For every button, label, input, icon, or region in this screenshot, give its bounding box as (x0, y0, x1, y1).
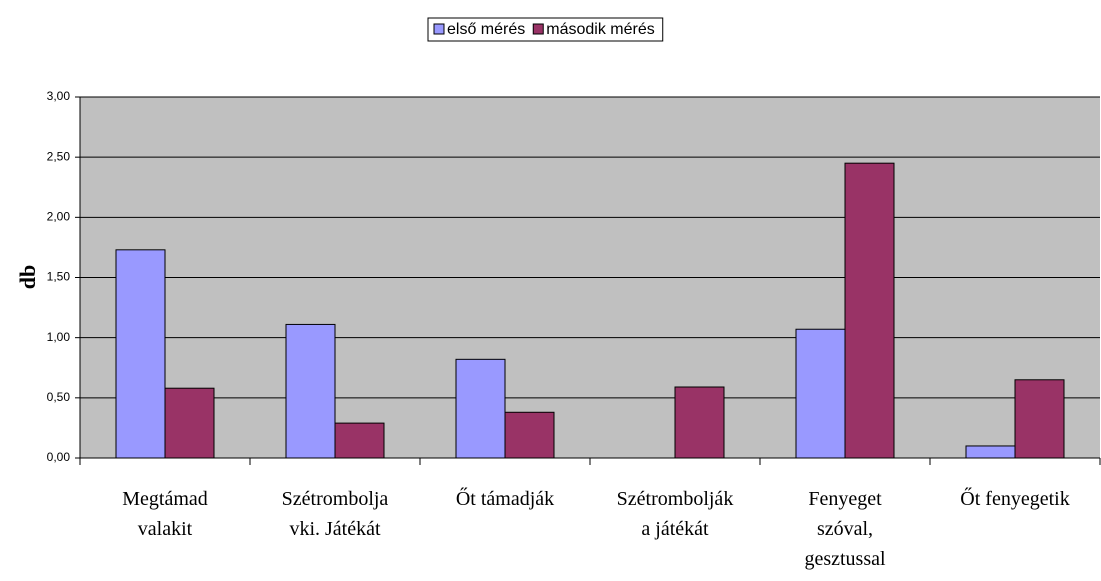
bar (164, 387, 215, 459)
legend-swatch (433, 23, 445, 35)
x-tick-label: Szétrombolják a játékát (616, 488, 734, 540)
bar (1014, 379, 1065, 459)
x-tick-label: Fenyeget szóval, gesztussal (804, 488, 886, 570)
y-tick-label: 0,50 (47, 390, 71, 404)
y-axis-label: db (15, 265, 40, 289)
bar (115, 249, 166, 459)
bar (334, 422, 385, 459)
legend-swatch (532, 23, 544, 35)
x-tick-label: Szétrombolja vki. Játékát (281, 488, 389, 540)
y-tick-label: 2,00 (47, 210, 71, 224)
bar (504, 411, 555, 459)
x-tick-label: Őt támadják (455, 488, 555, 510)
y-tick-label: 2,50 (47, 149, 71, 163)
y-tick-label: 1,50 (47, 270, 71, 284)
bar (674, 386, 725, 459)
bar (965, 445, 1016, 459)
y-tick-label: 1,00 (47, 330, 71, 344)
legend-label: első mérés (447, 21, 525, 38)
bar (795, 328, 846, 459)
y-tick-label: 3,00 (47, 89, 71, 103)
legend-label: második mérés (546, 21, 654, 38)
x-tick-label: Megtámad valakit (122, 488, 208, 540)
x-tick-label: Őt fenyegetik (960, 488, 1070, 510)
bar (844, 162, 895, 459)
bar (285, 323, 336, 459)
y-tick-label: 0,00 (47, 450, 71, 464)
legend (427, 17, 664, 42)
bar (455, 358, 506, 459)
